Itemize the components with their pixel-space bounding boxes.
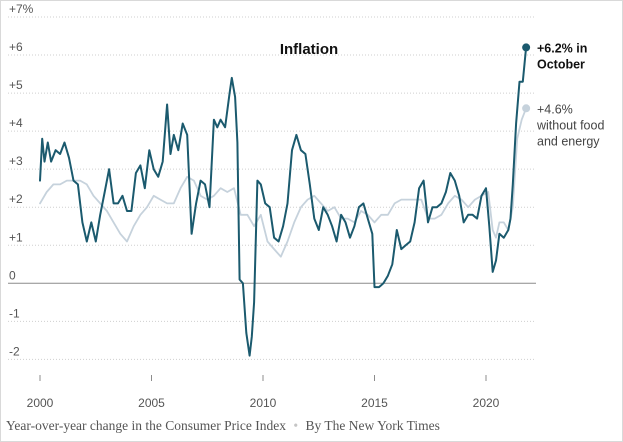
series-lines: [39, 43, 531, 357]
cpi-annotation-line: October: [537, 57, 585, 71]
y-tick-label: -2: [9, 344, 20, 358]
y-tick-label: +7%: [9, 2, 34, 16]
chart-title: Inflation: [280, 41, 338, 58]
y-tick-label: +1: [9, 230, 23, 244]
cpi-line: [39, 46, 528, 357]
y-tick-label: +5: [9, 78, 23, 92]
y-tick-label: +4: [9, 116, 23, 130]
gridlines: [8, 16, 536, 360]
y-axis-ticks: +7% +6 +5 +4 +3 +2 +1 0 -1 -2: [9, 2, 34, 358]
caption-description: Year-over-year change in the Consumer Pr…: [6, 418, 286, 433]
y-tick-label: 0: [9, 268, 16, 282]
x-axis-ticks: 2000 2005 2010 2015 2020: [27, 375, 500, 410]
core-cpi-annotation-line: without food: [536, 118, 604, 132]
core-cpi-annotation-line: and energy: [537, 134, 600, 148]
core-cpi-line: [39, 107, 527, 258]
core-cpi-endpoint-dot: [522, 104, 531, 113]
y-tick-label: +3: [9, 154, 23, 168]
caption-separator: •: [293, 418, 299, 433]
x-tick-label: 2020: [473, 396, 500, 410]
y-tick-label: -1: [9, 306, 20, 320]
x-tick-label: 2000: [27, 396, 54, 410]
y-tick-label: +6: [9, 40, 23, 54]
cpi-annotation-line: +6.2% in: [537, 41, 587, 55]
chart-caption: Year-over-year change in the Consumer Pr…: [6, 418, 440, 434]
y-tick-label: +2: [9, 192, 23, 206]
x-tick-label: 2005: [138, 396, 165, 410]
core-cpi-annotation-line: +4.6%: [537, 102, 573, 116]
annotations: +6.2% in October +4.6% without food and ener…: [536, 41, 604, 148]
x-tick-label: 2010: [250, 396, 277, 410]
cpi-endpoint-dot: [522, 43, 531, 52]
x-tick-label: 2015: [361, 396, 388, 410]
caption-credit: By The New York Times: [305, 418, 440, 433]
